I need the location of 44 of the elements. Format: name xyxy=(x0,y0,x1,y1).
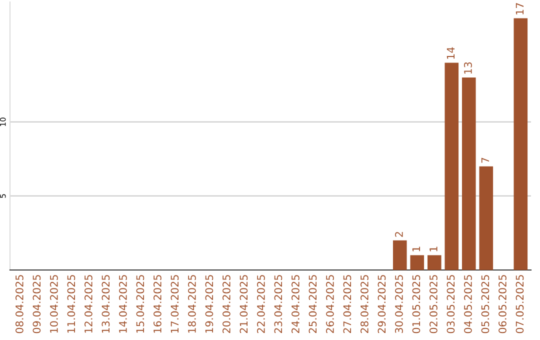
data-label: 1 xyxy=(412,246,420,252)
bar xyxy=(479,166,494,270)
x-tick-label: 03.05.2025 xyxy=(446,275,455,334)
bar xyxy=(392,240,407,270)
x-tick-label: 27.04.2025 xyxy=(343,275,352,334)
bar xyxy=(427,255,442,270)
x-tick-label: 22.04.2025 xyxy=(257,275,265,334)
x-tick-label: 24.04.2025 xyxy=(292,275,300,334)
data-label: 14 xyxy=(446,47,455,59)
x-tick-label: 06.05.2025 xyxy=(498,275,506,334)
x-tick-label: 09.04.2025 xyxy=(32,275,41,334)
x-tick-label: 26.04.2025 xyxy=(326,275,334,334)
data-label: 13 xyxy=(464,62,472,74)
x-tick-label: 02.05.2025 xyxy=(430,275,438,334)
x-tick-label: 10.04.2025 xyxy=(50,275,58,333)
x-tick-label: 16.04.2025 xyxy=(154,275,162,333)
x-tick-label: 21.04.2025 xyxy=(240,275,248,334)
data-label: 7 xyxy=(481,158,490,163)
data-label: 1 xyxy=(430,246,438,252)
bar xyxy=(444,62,459,270)
x-tick-label: 14.04.2025 xyxy=(119,275,127,333)
data-label: 2 xyxy=(395,232,403,237)
bar xyxy=(462,78,476,270)
x-tick-label: 17.04.2025 xyxy=(170,275,179,333)
x-tick-label: 11.04.2025 xyxy=(67,275,76,333)
x-tick-label: 04.05.2025 xyxy=(464,275,472,334)
x-tick-label: 23.04.2025 xyxy=(274,275,282,334)
x-tick-label: 01.05.2025 xyxy=(412,275,420,334)
bar xyxy=(514,18,528,270)
x-tick-label: 28.04.2025 xyxy=(360,275,368,334)
bar xyxy=(410,255,424,270)
x-tick-label: 12.04.2025 xyxy=(84,275,92,333)
data-label: 17 xyxy=(516,3,524,14)
x-tick-label: 25.04.2025 xyxy=(308,275,317,334)
x-tick-label: 08.04.2025 xyxy=(15,275,24,334)
x-tick-label: 15.04.2025 xyxy=(136,275,144,333)
x-tick-label: 07.05.2025 xyxy=(516,275,524,334)
x-tick-label: 13.04.2025 xyxy=(102,275,110,333)
x-tick-label: 19.04.2025 xyxy=(205,275,214,333)
x-tick-label: 18.04.2025 xyxy=(188,275,196,333)
x-tick-label: 29.04.2025 xyxy=(378,275,386,334)
x-tick-label: 20.04.2025 xyxy=(222,275,230,334)
x-tick-label: 30.04.2025 xyxy=(395,275,403,334)
x-tick-label: 05.05.2025 xyxy=(481,275,490,334)
